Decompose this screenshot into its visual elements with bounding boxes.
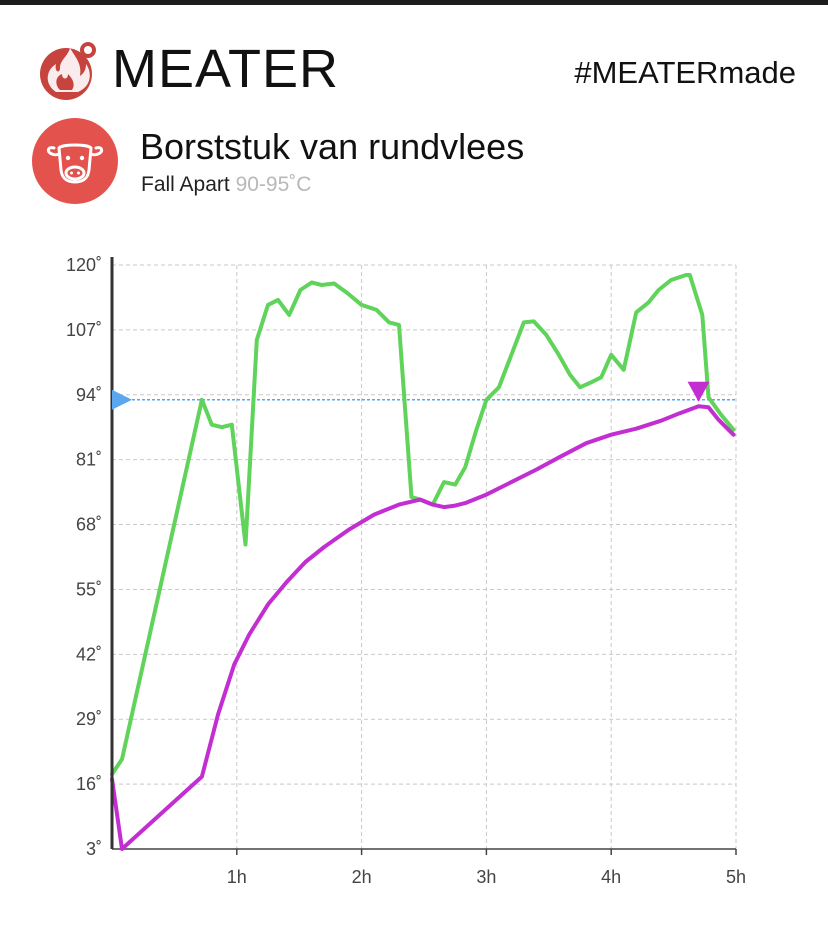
y-tick-label: 107˚ [66,320,102,340]
chart-series [110,273,736,851]
y-tick-label: 120˚ [66,255,102,275]
y-tick-label: 29˚ [76,709,102,729]
cut-badge [32,118,118,204]
hashtag: #MEATERmade [574,55,796,90]
y-tick-label: 3˚ [86,839,102,859]
y-tick-label: 16˚ [76,774,102,794]
cook-title: Borststuk van rundvlees [140,126,525,167]
y-tick-label: 55˚ [76,579,102,599]
y-tick-label: 68˚ [76,515,102,535]
top-bar [0,0,828,5]
y-tick-label: 94˚ [76,385,102,405]
y-axis-ticks: 120˚ 107˚ 94˚ 81˚ 68˚ 55˚ 42˚ 29˚ 16˚ 3˚ [66,255,102,859]
temperature-chart: 120˚ 107˚ 94˚ 81˚ 68˚ 55˚ 42˚ 29˚ 16˚ 3˚ 1h 2h 3h 4h… [66,255,746,887]
target-marker-icon [112,389,132,410]
cow-icon [46,143,104,184]
x-tick-label: 3h [476,867,496,887]
x-tick-label: 4h [601,867,621,887]
meater-flame-logo-icon [40,42,96,100]
brand-name: MEATER [112,39,340,99]
cook-subtitle: Fall Apart 90-95˚C [141,173,311,197]
x-tick-label: 2h [352,867,372,887]
x-tick-label: 1h [227,867,247,887]
ambient-temperature-line [110,273,736,777]
y-tick-label: 42˚ [76,644,102,664]
brand: MEATER [30,36,339,102]
internal-marker-icon [687,381,710,402]
y-tick-label: 81˚ [76,450,102,470]
x-axis-ticks: 1h 2h 3h 4h 5h [227,849,746,887]
internal-temperature-line [110,404,736,851]
doneness-label: Fall Apart [141,173,230,196]
x-tick-label: 5h [726,867,746,887]
doneness-range: 90-95˚C [235,173,312,196]
